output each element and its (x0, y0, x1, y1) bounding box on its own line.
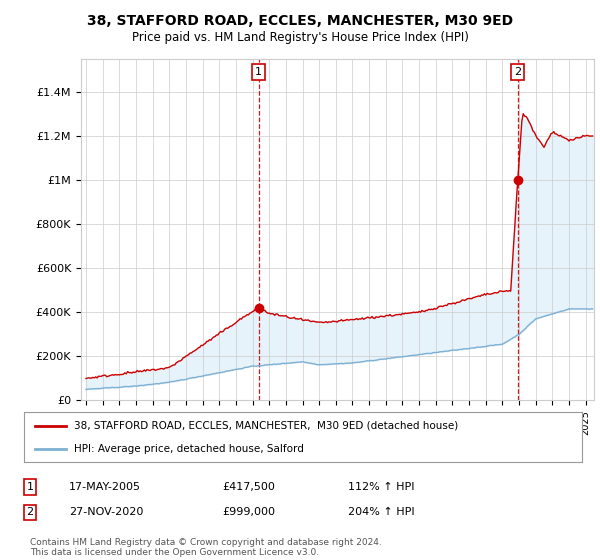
Text: 38, STAFFORD ROAD, ECCLES, MANCHESTER,  M30 9ED (detached house): 38, STAFFORD ROAD, ECCLES, MANCHESTER, M… (74, 421, 458, 431)
Text: 112% ↑ HPI: 112% ↑ HPI (348, 482, 415, 492)
Text: 1: 1 (255, 67, 262, 77)
Text: £999,000: £999,000 (222, 507, 275, 517)
Text: 27-NOV-2020: 27-NOV-2020 (69, 507, 143, 517)
Text: HPI: Average price, detached house, Salford: HPI: Average price, detached house, Salf… (74, 445, 304, 454)
Text: 17-MAY-2005: 17-MAY-2005 (69, 482, 141, 492)
Text: 2: 2 (26, 507, 34, 517)
Text: £417,500: £417,500 (222, 482, 275, 492)
Text: 2: 2 (514, 67, 521, 77)
Text: 1: 1 (26, 482, 34, 492)
Text: 38, STAFFORD ROAD, ECCLES, MANCHESTER, M30 9ED: 38, STAFFORD ROAD, ECCLES, MANCHESTER, M… (87, 14, 513, 28)
Text: Contains HM Land Registry data © Crown copyright and database right 2024.
This d: Contains HM Land Registry data © Crown c… (30, 538, 382, 557)
Text: 204% ↑ HPI: 204% ↑ HPI (348, 507, 415, 517)
Text: Price paid vs. HM Land Registry's House Price Index (HPI): Price paid vs. HM Land Registry's House … (131, 31, 469, 44)
